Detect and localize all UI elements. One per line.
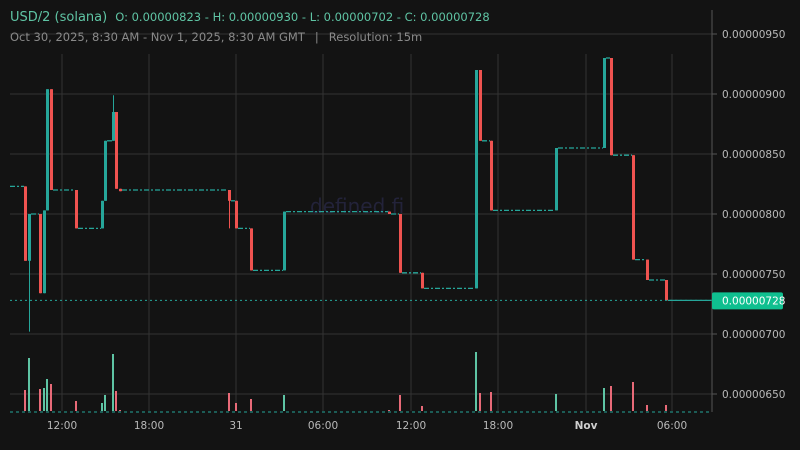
flat-price-segments xyxy=(10,57,712,302)
candle-up xyxy=(101,200,104,229)
candle-down xyxy=(646,259,649,280)
volume-bar xyxy=(610,386,612,411)
x-tick-label: Nov xyxy=(575,420,598,432)
candle-down xyxy=(490,140,493,211)
volume-bar xyxy=(250,399,252,411)
candle-up xyxy=(283,211,286,271)
candle-up xyxy=(555,148,558,211)
x-axis[interactable]: 12:00 18:00 31 06:00 12:00 18:00 Nov 06:00 xyxy=(47,420,687,432)
last-price-badge xyxy=(712,292,783,310)
y-tick-label: 0.00000750 xyxy=(722,269,785,281)
candle-down xyxy=(50,89,53,190)
candle-up xyxy=(104,140,107,201)
legend-title-row: USD/2 (solana) O: 0.00000823 - H: 0.0000… xyxy=(10,10,490,25)
candle-down xyxy=(235,200,238,229)
volume-bar xyxy=(43,388,45,411)
volume-bar xyxy=(555,394,557,411)
volume-bar xyxy=(228,393,230,411)
volume-bar xyxy=(490,392,492,411)
volume-bar xyxy=(28,358,30,411)
volume-bar xyxy=(421,406,423,411)
volume-bar xyxy=(283,395,285,411)
candle-down xyxy=(632,155,635,260)
candle-down xyxy=(399,214,402,273)
volume-bar xyxy=(75,401,77,411)
volume-bar xyxy=(603,388,605,411)
volume-bar xyxy=(632,382,634,411)
x-tick-label: 18:00 xyxy=(134,420,164,432)
last-price-text: 0.00000728 xyxy=(722,295,785,307)
ohlc-values: O: 0.00000823 - H: 0.00000930 - L: 0.000… xyxy=(115,10,490,24)
y-tick-label: 0.00000950 xyxy=(722,29,785,41)
volume-bar xyxy=(24,390,26,411)
volume-bar xyxy=(388,410,390,411)
candle-up xyxy=(112,112,115,141)
volume-bar xyxy=(479,393,481,411)
volume-bar xyxy=(665,405,667,411)
candle-up xyxy=(28,214,31,261)
x-tick-label: 31 xyxy=(229,420,242,432)
candle-down xyxy=(24,186,27,261)
volume-bar xyxy=(235,403,237,411)
candle-down xyxy=(479,70,482,141)
chart-legend: USD/2 (solana) O: 0.00000823 - H: 0.0000… xyxy=(10,10,490,44)
resolution: Resolution: 15m xyxy=(328,30,423,44)
volume-bar xyxy=(104,395,106,411)
y-tick-label: 0.00000850 xyxy=(722,149,785,161)
candle-down xyxy=(610,58,613,156)
candle-up xyxy=(603,58,606,148)
x-tick-label: 12:00 xyxy=(47,420,77,432)
y-tick-label: 0.00000900 xyxy=(722,89,785,101)
volume-bar xyxy=(115,391,117,411)
date-range: Oct 30, 2025, 8:30 AM - Nov 1, 2025, 8:3… xyxy=(10,30,305,44)
volume-bar xyxy=(112,354,114,411)
pair-name: USD/2 (solana) xyxy=(10,10,108,25)
volume-bar xyxy=(399,395,401,411)
candle-down xyxy=(228,190,231,201)
volume-bar xyxy=(39,389,41,411)
candlesticks xyxy=(24,58,668,332)
x-tick-label: 18:00 xyxy=(483,420,513,432)
volume-bar xyxy=(119,410,121,411)
watermark: defined.fi xyxy=(310,194,404,218)
candle-up xyxy=(43,210,46,294)
candle-up xyxy=(46,89,49,211)
x-tick-label: 12:00 xyxy=(396,420,426,432)
y-tick-label: 0.00000800 xyxy=(722,209,785,221)
volume-bars xyxy=(24,352,667,411)
x-tick-label: 06:00 xyxy=(657,420,687,432)
volume-bar xyxy=(475,352,477,411)
last-price-label: 0.00000728 xyxy=(712,292,785,310)
y-axis[interactable]: 0.00000950 0.00000900 0.00000850 0.00000800… xyxy=(711,10,785,412)
candle-down xyxy=(39,214,42,294)
candle-down xyxy=(119,188,122,192)
candle-down xyxy=(388,211,391,214)
x-tick-label: 06:00 xyxy=(308,420,338,432)
volume-bar xyxy=(101,403,103,411)
candle-up xyxy=(475,70,478,289)
volume-bar xyxy=(646,405,648,411)
candle-down xyxy=(250,228,253,271)
y-tick-label: 0.00000700 xyxy=(722,329,785,341)
candle-down xyxy=(115,112,118,189)
separator: | xyxy=(314,30,319,44)
y-tick-label: 0.00000650 xyxy=(722,389,785,401)
volume-bar xyxy=(50,384,52,411)
candle-down xyxy=(75,190,78,229)
volume-bar xyxy=(46,379,48,411)
candle-down xyxy=(665,280,668,301)
grid-lines xyxy=(10,33,712,413)
candle-down xyxy=(421,272,424,289)
legend-info-row: Oct 30, 2025, 8:30 AM - Nov 1, 2025, 8:3… xyxy=(10,30,490,44)
